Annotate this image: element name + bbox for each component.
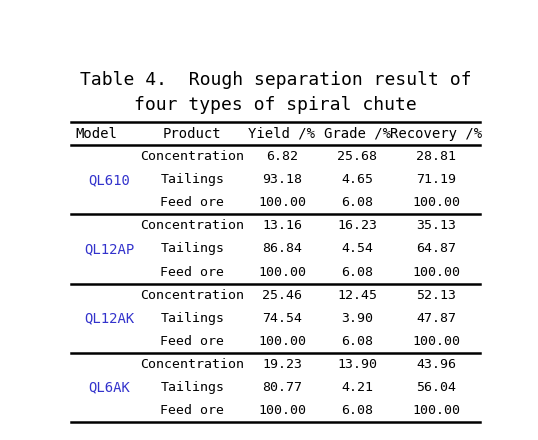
Text: Model: Model: [75, 127, 117, 141]
Text: Concentration: Concentration: [140, 358, 244, 370]
Text: Yield /%: Yield /%: [249, 127, 315, 141]
Text: QL610: QL610: [88, 173, 130, 187]
Text: 100.00: 100.00: [258, 265, 306, 279]
Text: 6.82: 6.82: [266, 150, 298, 163]
Text: Product: Product: [163, 127, 222, 141]
Text: 56.04: 56.04: [416, 381, 456, 394]
Text: 28.81: 28.81: [416, 150, 456, 163]
Text: Feed ore: Feed ore: [160, 265, 224, 279]
Text: 100.00: 100.00: [258, 334, 306, 348]
Text: 100.00: 100.00: [258, 404, 306, 417]
Text: Tailings: Tailings: [160, 381, 224, 394]
Text: 13.16: 13.16: [262, 220, 302, 232]
Text: Tailings: Tailings: [160, 242, 224, 256]
Text: 25.46: 25.46: [262, 289, 302, 301]
Text: Feed ore: Feed ore: [160, 196, 224, 209]
Text: QL12AP: QL12AP: [84, 242, 134, 256]
Text: 4.21: 4.21: [341, 381, 373, 394]
Text: QL6AK: QL6AK: [88, 380, 130, 394]
Text: Concentration: Concentration: [140, 289, 244, 301]
Text: 4.54: 4.54: [341, 242, 373, 256]
Text: 47.87: 47.87: [416, 312, 456, 325]
Text: Concentration: Concentration: [140, 150, 244, 163]
Text: four types of spiral chute: four types of spiral chute: [134, 96, 417, 114]
Text: 35.13: 35.13: [416, 220, 456, 232]
Text: 52.13: 52.13: [416, 289, 456, 301]
Text: 6.08: 6.08: [341, 265, 373, 279]
Text: 6.08: 6.08: [341, 334, 373, 348]
Text: Recovery /%: Recovery /%: [390, 127, 482, 141]
Text: 16.23: 16.23: [337, 220, 377, 232]
Text: 100.00: 100.00: [412, 334, 460, 348]
Text: 19.23: 19.23: [262, 358, 302, 370]
Text: 100.00: 100.00: [412, 265, 460, 279]
Text: Feed ore: Feed ore: [160, 334, 224, 348]
Text: 100.00: 100.00: [412, 404, 460, 417]
Text: Tailings: Tailings: [160, 173, 224, 187]
Text: 86.84: 86.84: [262, 242, 302, 256]
Text: 64.87: 64.87: [416, 242, 456, 256]
Text: 25.68: 25.68: [337, 150, 377, 163]
Text: 6.08: 6.08: [341, 404, 373, 417]
Text: 3.90: 3.90: [341, 312, 373, 325]
Text: Grade /%: Grade /%: [323, 127, 391, 141]
Text: 100.00: 100.00: [412, 196, 460, 209]
Text: 80.77: 80.77: [262, 381, 302, 394]
Text: Feed ore: Feed ore: [160, 404, 224, 417]
Text: Concentration: Concentration: [140, 220, 244, 232]
Text: 74.54: 74.54: [262, 312, 302, 325]
Text: QL12AK: QL12AK: [84, 311, 134, 325]
Text: 12.45: 12.45: [337, 289, 377, 301]
Text: 6.08: 6.08: [341, 196, 373, 209]
Text: Tailings: Tailings: [160, 312, 224, 325]
Text: 4.65: 4.65: [341, 173, 373, 187]
Text: Table 4.  Rough separation result of: Table 4. Rough separation result of: [80, 71, 471, 89]
Text: 13.90: 13.90: [337, 358, 377, 370]
Text: 43.96: 43.96: [416, 358, 456, 370]
Text: 100.00: 100.00: [258, 196, 306, 209]
Text: 93.18: 93.18: [262, 173, 302, 187]
Text: 71.19: 71.19: [416, 173, 456, 187]
